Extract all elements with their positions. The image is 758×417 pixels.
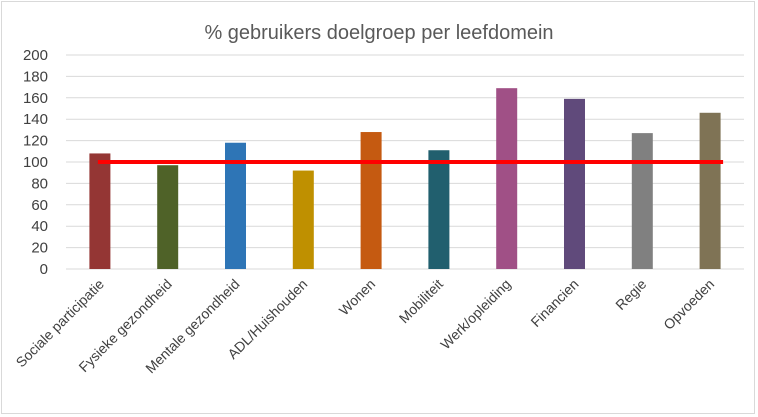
chart-title: % gebruikers doelgroep per leefdomein (204, 22, 553, 44)
y-tick-label: 0 (40, 261, 48, 278)
bar (631, 133, 653, 269)
y-tick-label: 40 (31, 218, 48, 235)
bars (89, 88, 721, 270)
x-tick-label: Opvoeden (660, 276, 717, 333)
y-tick-label: 20 (31, 240, 48, 257)
y-tick-label: 180 (23, 68, 48, 85)
x-tick-label: Wonen (336, 276, 379, 319)
bar (564, 98, 585, 270)
bar (699, 112, 721, 269)
bar (292, 170, 314, 269)
bar (428, 150, 450, 269)
y-axis-ticks: 0 20 40 60 80 100 120 140 160 180 200 (23, 47, 48, 278)
y-tick-label: 200 (23, 47, 48, 64)
y-tick-label: 120 (23, 133, 48, 150)
bar (496, 88, 518, 269)
x-tick-label: Regie (612, 276, 649, 313)
x-tick-label: Werk/opleiding (437, 276, 514, 353)
bar (225, 142, 246, 269)
y-tick-label: 100 (23, 154, 48, 171)
bar (157, 165, 179, 269)
y-tick-label: 60 (31, 197, 48, 214)
y-tick-label: 80 (31, 175, 48, 192)
x-tick-label: Mobiliteit (396, 276, 446, 326)
x-tick-label: Financien (527, 276, 581, 330)
bar (360, 132, 382, 269)
y-tick-label: 160 (23, 90, 48, 107)
bar (89, 153, 111, 269)
y-tick-label: 140 (23, 111, 48, 128)
